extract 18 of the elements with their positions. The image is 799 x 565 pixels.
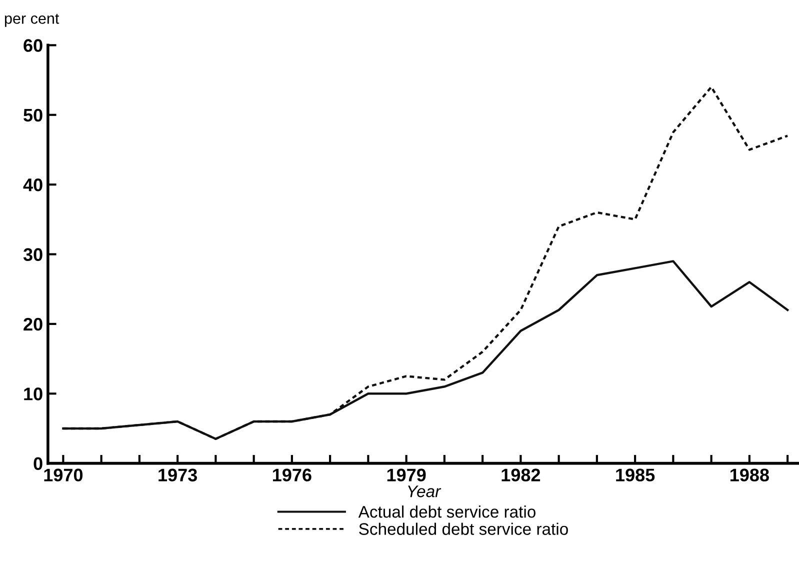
y-axis-title: per cent [4, 14, 60, 27]
x-tick-label: 1982 [502, 468, 540, 482]
y-tick-label: 40 [23, 178, 42, 192]
y-tick-label: 20 [24, 318, 42, 331]
y-tick-label: 0 [34, 457, 42, 470]
y-tick-label: 50 [24, 108, 42, 122]
x-tick-label: 1970 [44, 468, 83, 482]
x-tick-label: 1985 [616, 468, 655, 482]
legend-label: Scheduled debt service ratio [359, 522, 568, 535]
y-tick-label: 10 [24, 388, 42, 400]
y-tick-label: 30 [23, 248, 42, 261]
x-tick-label: 1979 [387, 468, 426, 482]
legend-label: Actual debt service ratio [358, 506, 536, 518]
x-tick-label: 1973 [158, 468, 197, 482]
x-tick-label: 1988 [730, 468, 769, 482]
x-axis-title: Year [408, 486, 442, 498]
y-tick-label: 60 [24, 39, 42, 52]
x-tick-label: 1976 [272, 468, 312, 482]
